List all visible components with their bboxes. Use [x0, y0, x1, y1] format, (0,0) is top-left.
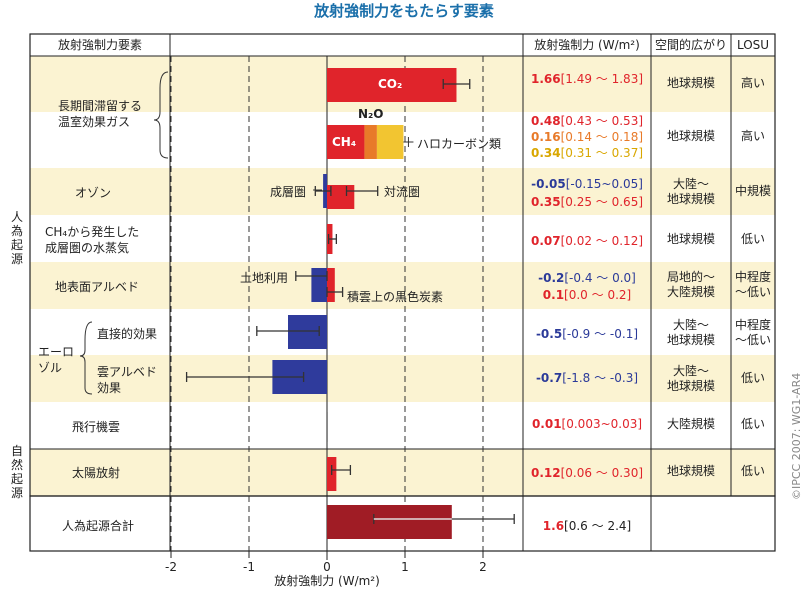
value-o3-strat: -0.05[-0.15~0.05] [531, 177, 643, 191]
losu-solar: 低い [740, 464, 765, 478]
spatial-ghg-2: 地球規模 [666, 129, 715, 143]
x-tick-label: -2 [165, 560, 177, 574]
header-rf: 放射強制力 (W/m²) [534, 38, 640, 52]
bar-landuse [311, 268, 327, 302]
value-contrail: 0.01[0.003~0.03] [531, 417, 643, 431]
x-tick-label: 0 [323, 560, 331, 574]
label-contrail: 飛行機雲 [72, 420, 121, 434]
spatial-h2o: 地球規模 [666, 232, 715, 246]
side-label-anthropogenic: 人為起源 [10, 210, 23, 266]
losu-cloud: 低い [740, 371, 765, 385]
x-tick-label: 2 [479, 560, 487, 574]
value-solar: 0.12[0.06 ～ 0.30] [530, 466, 644, 480]
chart-title: 放射強制力をもたらす要素 [314, 2, 494, 20]
label-albedo: 地表面アルベド [55, 280, 139, 294]
bar-bc-snow [327, 268, 335, 302]
label-ghg: 長期間滞留する 温室効果ガス [58, 99, 143, 129]
value-cloud: -0.7[-1.8 ～ -0.3] [535, 371, 639, 385]
total-inner-border [29, 495, 652, 552]
bar-label-co2: CO₂ [378, 77, 403, 91]
header-losu: LOSU [736, 38, 770, 52]
losu-albedo: 中程度 ～低い [734, 270, 771, 299]
x-tick-label: -1 [243, 560, 255, 574]
copyright-text: ©IPCC 2007: WG1-AR4 [790, 372, 803, 500]
spatial-cloud: 大陸～ 地球規模 [666, 364, 715, 393]
bar-label-strat: 成層圏 [270, 185, 307, 199]
bar-label-trop: 対流圏 [384, 185, 421, 199]
side-label-natural: 自然起源 [10, 444, 23, 500]
bar-ch4 [327, 125, 365, 159]
value-o3-trop: 0.35[0.25 ～ 0.65] [530, 195, 644, 209]
aerosol-brace [79, 321, 93, 395]
spatial-direct: 大陸～ 地球規模 [666, 318, 715, 347]
bar-halocarbons [376, 125, 404, 159]
value-total: 1.6[0.6 ～ 2.4] [542, 519, 632, 533]
bar-contrails [327, 412, 328, 442]
value-bc: 0.1[0.0 ～ 0.2] [542, 288, 632, 302]
label-direct: 直接的効果 [97, 327, 158, 341]
x-tick-label: 1 [401, 560, 409, 574]
label-h2o: CH₄から発生した 成層圏の水蒸気 [45, 225, 140, 255]
label-solar: 太陽放射 [72, 466, 121, 480]
bar-aerosol-direct [288, 315, 327, 349]
bar-label-halo: ハロカーボン類 [417, 137, 502, 151]
losu-direct: 中程度 ～低い [734, 318, 771, 347]
losu-ghg-1: 高い [740, 76, 765, 90]
spatial-solar: 地球規模 [666, 464, 715, 478]
value-landuse: -0.2[-0.4 ～ 0.0] [538, 271, 636, 285]
spatial-contrail: 大陸規模 [666, 417, 715, 431]
label-total: 人為起源合計 [62, 519, 135, 533]
bar-n2o [364, 125, 377, 159]
label-aerosol: エーロ ゾル [38, 345, 75, 375]
spatial-albedo: 局地的～ 大陸規模 [666, 270, 715, 299]
bar-label-bc: 積雲上の黒色炭素 [347, 290, 444, 304]
value-n2o: 0.16[0.14 ～ 0.18] [530, 130, 644, 144]
losu-h2o: 低い [740, 232, 765, 246]
bar-label-ch4: CH₄ [332, 135, 357, 149]
losu-ozone: 中規模 [734, 184, 771, 198]
bar-label-landuse: 土地利用 [240, 271, 289, 285]
bar-total [327, 505, 452, 539]
value-direct: -0.5[-0.9 ～ -0.1] [535, 327, 639, 341]
bar-label-n2o: N₂O [358, 107, 384, 121]
ghg-brace [153, 71, 169, 159]
losu-ghg-2: 高い [740, 129, 765, 143]
value-co2: 1.66[1.49 ～ 1.83] [530, 72, 644, 86]
header-spatial: 空間的広がり [654, 38, 727, 52]
losu-contrail: 低い [740, 417, 765, 431]
spatial-ghg-1: 地球規模 [666, 76, 715, 90]
x-axis-label: 放射強制力 (W/m²) [274, 573, 380, 588]
label-cloud: 雲アルベド 効果 [97, 365, 157, 395]
bar-co2 [327, 68, 457, 102]
header-factor: 放射強制力要素 [57, 38, 142, 52]
label-ozone: オゾン [75, 186, 112, 200]
value-halo: 0.34[0.31 ～ 0.37] [530, 146, 644, 160]
value-ch4: 0.48[0.43 ～ 0.53] [530, 114, 644, 128]
spatial-ozone: 大陸～ 地球規模 [666, 177, 715, 206]
value-h2o: 0.07[0.02 ～ 0.12] [530, 234, 644, 248]
